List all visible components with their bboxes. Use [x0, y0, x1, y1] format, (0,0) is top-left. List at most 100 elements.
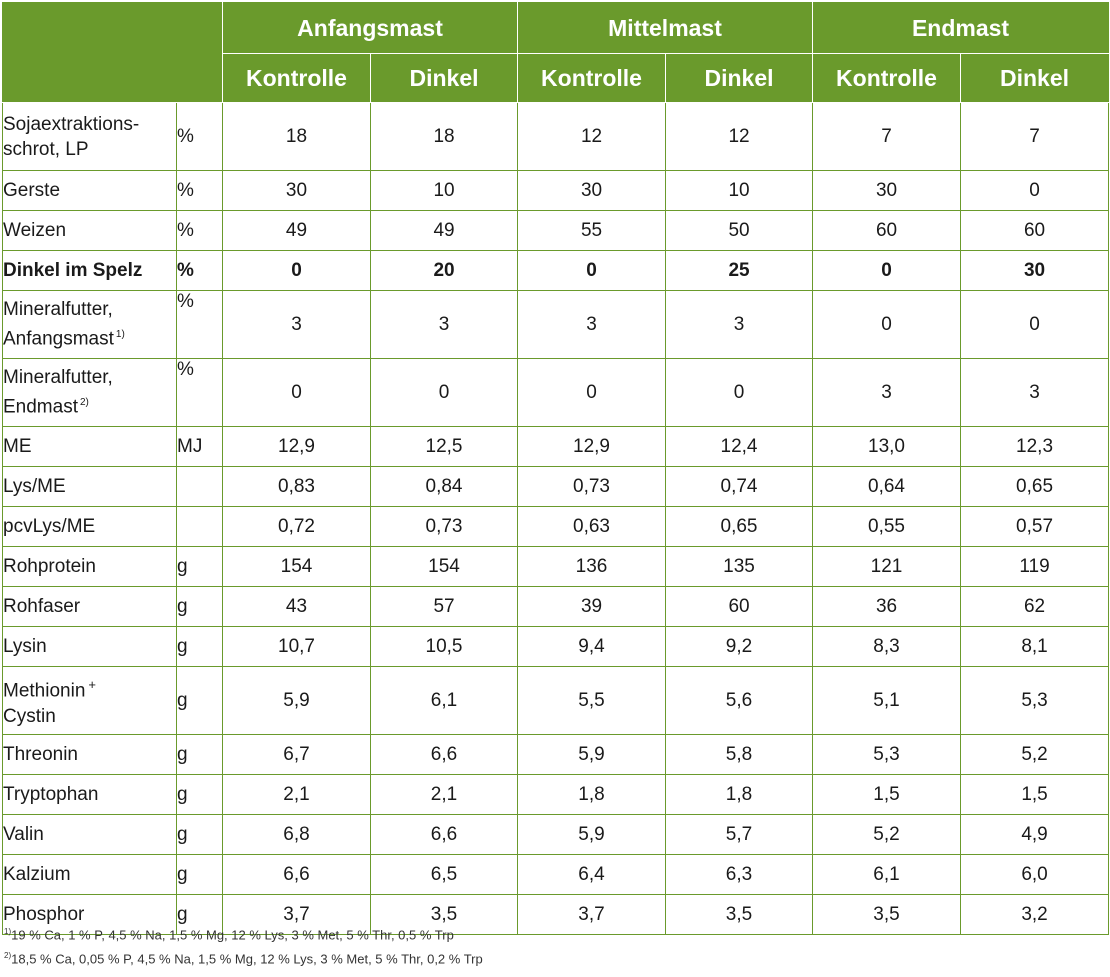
value-cell: 0 — [665, 358, 814, 427]
value-cell: 30 — [960, 250, 1110, 291]
row-unit: g — [176, 774, 223, 815]
row-unit — [176, 506, 223, 547]
value-cell: 62 — [960, 586, 1110, 627]
value-cell: 1,5 — [960, 774, 1110, 815]
value-cell: 0,57 — [960, 506, 1110, 547]
value-cell: 1,5 — [812, 774, 962, 815]
row-label: Mineralfutter, Endmast 2) — [2, 358, 177, 427]
value-cell: 5,9 — [222, 666, 371, 735]
feed-composition-table: Anfangsmast Mittelmast Endmast Kontrolle… — [2, 2, 1110, 935]
value-cell: 25 — [665, 250, 814, 291]
footnote-text: 19 % Ca, 1 % P, 4,5 % Na, 1,5 % Mg, 12 %… — [11, 927, 454, 943]
row-label-text-line2: schrot, LP — [3, 138, 89, 160]
row-label: Methionin + Cystin — [2, 666, 177, 735]
value-cell: 12,3 — [960, 426, 1110, 467]
value-cell: 30 — [812, 170, 962, 211]
value-cell: 3 — [812, 358, 962, 427]
value-cell: 1,8 — [665, 774, 814, 815]
row-label: Valin — [2, 814, 177, 855]
row-unit — [176, 466, 223, 507]
phase-header-row: Anfangsmast Mittelmast Endmast — [2, 2, 1110, 103]
subheader-dinkel: Dinkel — [369, 53, 519, 103]
table-row: Valin g 6,8 6,6 5,9 5,7 5,2 4,9 — [2, 814, 1110, 855]
value-cell: 12,4 — [665, 426, 814, 467]
row-unit: % — [176, 210, 223, 251]
footnote-1: 1)19 % Ca, 1 % P, 4,5 % Na, 1,5 % Mg, 12… — [4, 920, 483, 944]
value-cell: 2,1 — [222, 774, 371, 815]
phase-header-anfangsmast: Anfangsmast — [221, 2, 519, 54]
value-cell: 9,2 — [665, 626, 814, 667]
footnote-mark: 2) — [4, 951, 12, 960]
row-unit: % — [176, 358, 223, 427]
table-row: Weizen% 49 49 55 50 60 60 — [2, 210, 1110, 251]
value-cell: 9,4 — [517, 626, 667, 667]
row-label-text: Gerste — [3, 180, 61, 201]
value-cell: 30 — [222, 170, 371, 211]
value-cell: 0 — [517, 358, 667, 427]
value-cell: 0 — [960, 290, 1110, 359]
value-cell: 119 — [960, 546, 1110, 587]
value-cell: 5,5 — [517, 666, 667, 735]
row-label-text: Rohprotein — [3, 556, 96, 577]
value-cell: 6,3 — [665, 854, 814, 895]
value-cell: 0 — [222, 358, 371, 427]
row-label-text: Mineralfutter, — [3, 299, 113, 321]
value-cell: 49 — [222, 210, 371, 251]
value-cell: 0,65 — [960, 466, 1110, 507]
value-cell: 60 — [960, 210, 1110, 251]
row-label: pcvLys/ME — [2, 506, 177, 547]
value-cell: 121 — [812, 546, 962, 587]
table-row: Gerste% 30 10 30 10 30 0 — [2, 170, 1110, 211]
table-row: Phosphor g 3,7 3,5 3,7 3,5 3,5 3,2 — [2, 894, 1110, 935]
value-cell: 5,8 — [665, 734, 814, 775]
row-label: Mineralfutter, Anfangsmast 1) — [2, 290, 177, 359]
value-cell: 6,7 — [222, 734, 371, 775]
value-cell: 0,55 — [812, 506, 962, 547]
value-cell: 0,64 — [812, 466, 962, 507]
value-cell: 12 — [517, 102, 667, 171]
value-cell: 50 — [665, 210, 814, 251]
value-cell: 0 — [222, 250, 371, 291]
row-label-text: Lysin — [3, 636, 47, 657]
value-cell: 0,73 — [517, 466, 667, 507]
value-cell: 18 — [369, 102, 519, 171]
value-cell: 0,83 — [222, 466, 371, 507]
value-cell: 3,5 — [369, 894, 519, 935]
row-label-text: Methionin — [3, 680, 86, 702]
value-cell: 5,2 — [812, 814, 962, 855]
row-unit: % — [176, 250, 223, 291]
value-cell: 0 — [812, 290, 962, 359]
row-label: Tryptophan — [2, 774, 177, 815]
value-cell: 6,0 — [960, 854, 1110, 895]
table-row: Rohprotein g 154 154 136 135 121 119 — [2, 546, 1110, 587]
row-label: Dinkel im Spelz — [2, 250, 177, 291]
row-label-text: ME — [3, 436, 32, 457]
row-label: Kalzium — [2, 854, 177, 895]
value-cell: 3,7 — [517, 894, 667, 935]
phase-header-endmast: Endmast — [812, 2, 1110, 54]
value-cell: 5,7 — [665, 814, 814, 855]
row-unit: % — [176, 170, 223, 211]
value-cell: 12,9 — [222, 426, 371, 467]
table-row: Dinkel im Spelz% 0 20 0 25 0 30 — [2, 250, 1110, 291]
value-cell: 30 — [517, 170, 667, 211]
value-cell: 6,6 — [369, 814, 519, 855]
value-cell: 5,3 — [812, 734, 962, 775]
phase-header-mittelmast: Mittelmast — [517, 2, 814, 54]
row-unit: g — [176, 626, 223, 667]
header-corner — [2, 2, 223, 103]
value-cell: 5,6 — [665, 666, 814, 735]
row-label: Threonin — [2, 734, 177, 775]
value-cell: 5,3 — [960, 666, 1110, 735]
value-cell: 154 — [222, 546, 371, 587]
value-cell: 13,0 — [812, 426, 962, 467]
value-cell: 10,7 — [222, 626, 371, 667]
table-row: ME MJ 12,9 12,5 12,9 12,4 13,0 12,3 — [2, 426, 1110, 467]
table-row: Methionin + Cystin g 5,9 6,1 5,5 5,6 5,1 5,3 — [2, 666, 1110, 735]
row-label-text: Valin — [3, 824, 44, 845]
row-label-text: Tryptophan — [3, 784, 99, 805]
row-unit: g — [176, 734, 223, 775]
value-cell: 7 — [812, 102, 962, 171]
plus-sign: + — [88, 677, 96, 693]
value-cell: 154 — [369, 546, 519, 587]
